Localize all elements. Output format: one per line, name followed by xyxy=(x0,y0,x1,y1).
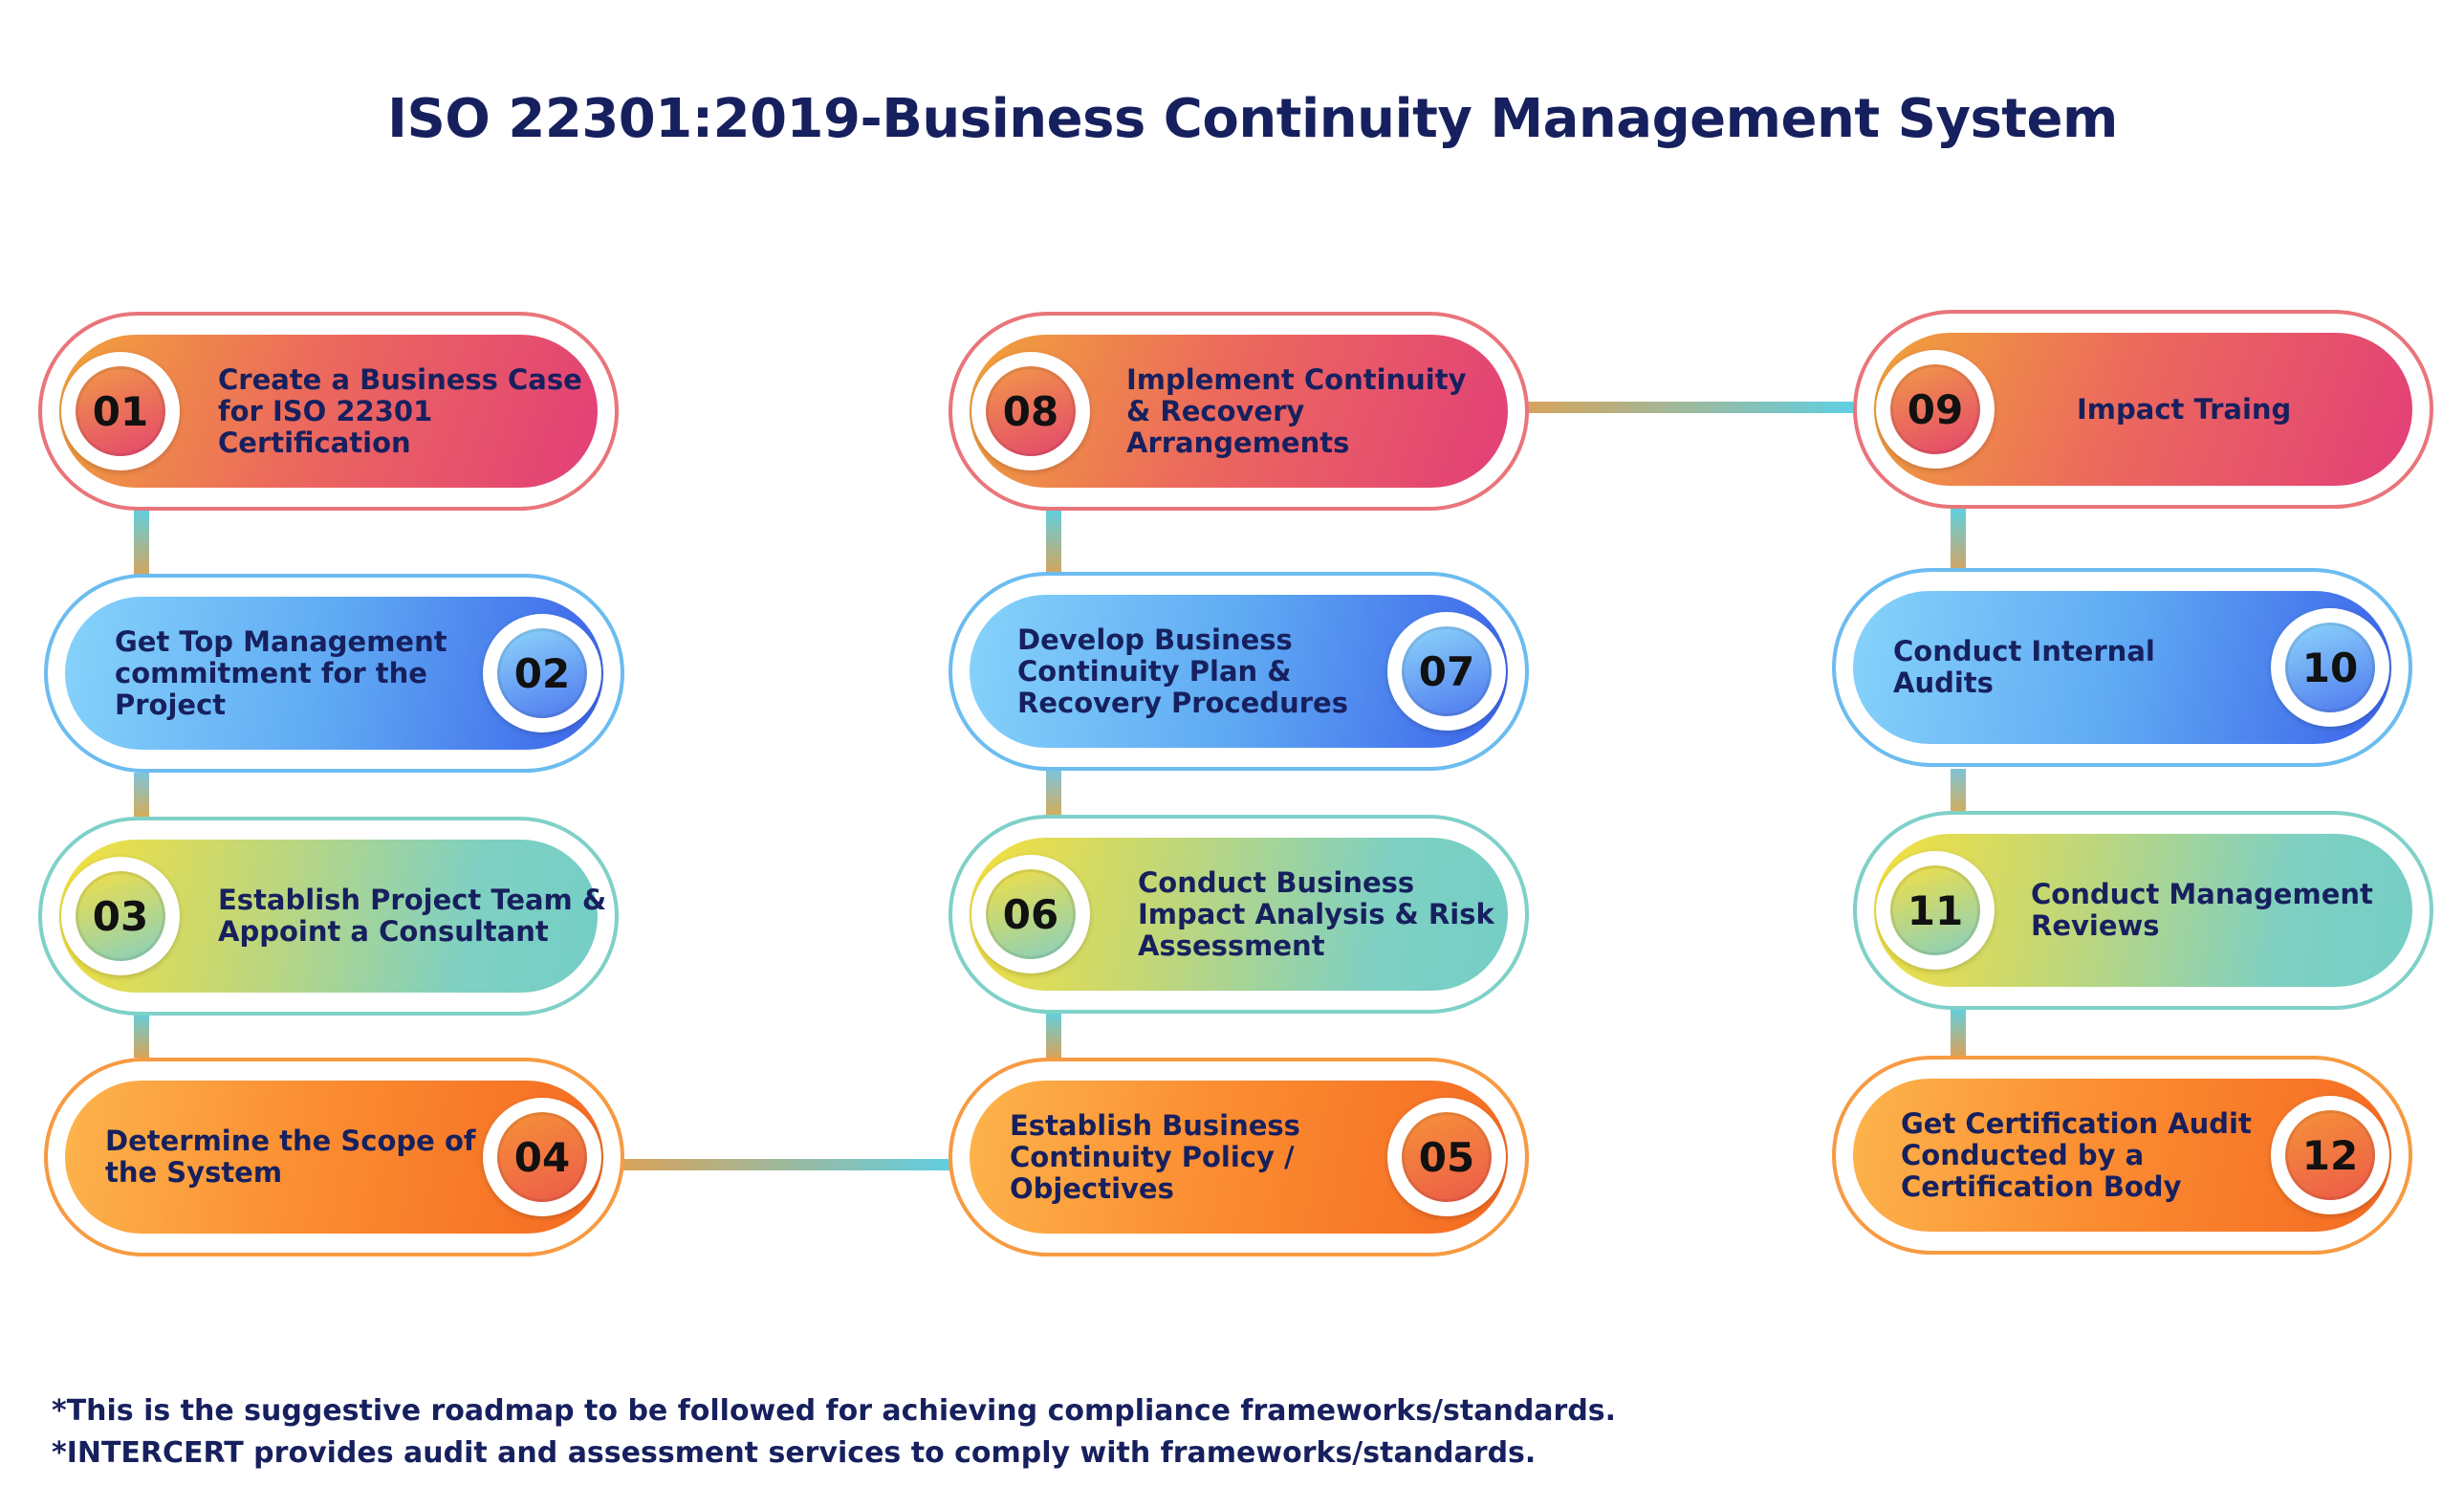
step-04: Determine the Scope of the System 04 xyxy=(44,1058,624,1257)
connector-07-08 xyxy=(1046,509,1061,576)
step-number: 11 xyxy=(1887,863,1983,958)
connector-08-09 xyxy=(1522,402,1853,413)
step-09: 09 Impact Traing xyxy=(1853,310,2433,509)
step-number: 02 xyxy=(494,625,590,721)
step-badge: 04 xyxy=(483,1098,601,1216)
step-number: 09 xyxy=(1887,361,1983,457)
connector-11-12 xyxy=(1951,1008,1966,1056)
connector-10-11 xyxy=(1951,769,1966,813)
step-number: 03 xyxy=(73,868,168,964)
step-badge: 01 xyxy=(61,352,180,470)
connector-05-06 xyxy=(1046,1012,1061,1058)
diagram-title: ISO 22301:2019-Business Continuity Manag… xyxy=(387,88,2118,150)
step-12: Get Certification Audit Conducted by a C… xyxy=(1832,1056,2412,1255)
step-badge: 11 xyxy=(1876,851,1995,970)
step-label: Develop Business Continuity Plan & Recov… xyxy=(1017,623,1348,719)
step-03: 03 Establish Project Team & Appoint a Co… xyxy=(38,817,619,1016)
step-badge: 06 xyxy=(971,855,1090,973)
step-number: 05 xyxy=(1399,1109,1494,1205)
step-badge: 08 xyxy=(971,352,1090,470)
step-label: Conduct Management Reviews xyxy=(2031,878,2373,942)
connector-01-02 xyxy=(134,509,149,578)
step-label: Get Certification Audit Conducted by a C… xyxy=(1901,1106,2252,1203)
step-badge: 02 xyxy=(483,614,601,732)
step-number: 04 xyxy=(494,1109,590,1205)
step-badge: 03 xyxy=(61,857,180,975)
step-label: Establish Project Team & Appoint a Consu… xyxy=(218,884,607,948)
step-label: Conduct Internal Audits xyxy=(1893,635,2155,699)
step-badge: 09 xyxy=(1876,350,1995,469)
step-label: Implement Continuity & Recovery Arrangem… xyxy=(1126,362,1467,459)
connector-04-05 xyxy=(621,1159,952,1170)
footnote-roadmap: *This is the suggestive roadmap to be fo… xyxy=(52,1394,1617,1428)
step-label: Get Top Management commitment for the Pr… xyxy=(115,624,447,721)
step-label: Impact Traing xyxy=(2077,392,2292,426)
step-label: Establish Business Continuity Policy / O… xyxy=(1010,1108,1300,1205)
step-05: Establish Business Continuity Policy / O… xyxy=(949,1058,1529,1257)
step-01: 01 Create a Business Case for ISO 22301 … xyxy=(38,312,619,511)
step-number: 12 xyxy=(2282,1107,2378,1203)
step-02: Get Top Management commitment for the Pr… xyxy=(44,574,624,773)
step-label: Determine the Scope of the System xyxy=(105,1125,476,1189)
step-label: Create a Business Case for ISO 22301 Cer… xyxy=(218,362,582,459)
step-badge: 05 xyxy=(1387,1098,1506,1216)
connector-06-07 xyxy=(1046,771,1061,817)
step-number: 06 xyxy=(983,866,1079,962)
step-number: 08 xyxy=(983,363,1079,459)
footnote-intercert: *INTERCERT provides audit and assessment… xyxy=(52,1436,1537,1470)
connector-09-10 xyxy=(1951,509,1966,574)
step-06: 06 Conduct Business Impact Analysis & Ri… xyxy=(949,815,1529,1014)
step-11: 11 Conduct Management Reviews xyxy=(1853,811,2433,1010)
step-08: 08 Implement Continuity & Recovery Arran… xyxy=(949,312,1529,511)
step-label: Conduct Business Impact Analysis & Risk … xyxy=(1138,865,1494,962)
step-number: 07 xyxy=(1399,623,1494,719)
step-number: 10 xyxy=(2282,620,2378,715)
step-number: 01 xyxy=(73,363,168,459)
step-07: Develop Business Continuity Plan & Recov… xyxy=(949,572,1529,771)
step-10: Conduct Internal Audits 10 xyxy=(1832,568,2412,767)
connector-02-03 xyxy=(134,773,149,817)
connector-03-04 xyxy=(134,1012,149,1058)
step-badge: 07 xyxy=(1387,612,1506,731)
step-badge: 10 xyxy=(2271,608,2389,727)
step-badge: 12 xyxy=(2271,1096,2389,1214)
